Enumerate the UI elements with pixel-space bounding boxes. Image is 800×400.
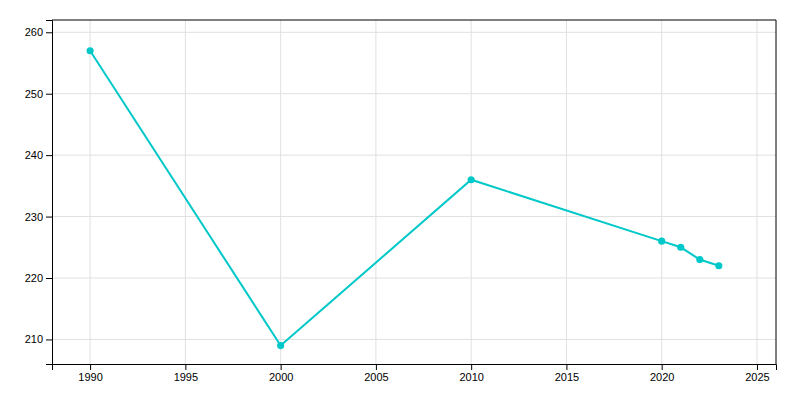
marker [696,256,703,263]
tick-mark [281,364,282,370]
tick-label: 1990 [78,371,102,383]
tick: 240 [25,149,52,161]
tick-mark [90,364,91,370]
marker [677,244,684,251]
tick-mark [46,94,52,95]
tick-label: 250 [25,88,43,100]
tick: 1995 [174,364,198,383]
grid-line [52,93,776,94]
tick-mark [566,364,567,370]
marker [277,342,284,349]
tick-mark [46,217,52,218]
tick-mark [662,364,663,370]
grid-line [185,20,186,364]
tick-mark [757,364,758,370]
tick-mark [46,339,52,340]
tick-label: 2015 [555,371,579,383]
x-axis: 1990 1995 2000 2005 2010 2015 2020 2025 [53,364,777,383]
tick-mark [46,155,52,156]
tick-label: 2005 [364,371,388,383]
grid-line [471,20,472,364]
grid-line [52,32,776,33]
tick-label: 2025 [745,371,769,383]
grid-line [90,20,91,364]
axis-line [53,365,777,371]
tick-mark [185,364,186,370]
tick-mark [46,32,52,33]
tick-label: 230 [25,211,43,223]
grid-line [566,20,567,364]
tick-label: 2010 [459,371,483,383]
chart: 1990 1995 2000 2005 2010 2015 2020 2025 210 220 23… [0,0,800,400]
grid-line [52,339,776,340]
y-axis: 210 220 230 240 250 260 [25,21,53,365]
grid-line [52,216,776,217]
tick-label: 260 [25,26,43,38]
tick: 2010 [459,364,483,383]
frame-line [52,20,776,21]
grid-line [756,20,757,364]
axis-line [46,21,53,365]
tick: 210 [25,333,52,345]
grid-line [280,20,281,364]
plot: 1990 1995 2000 2005 2010 2015 2020 2025 210 220 23… [25,20,777,383]
grid-line [52,278,776,279]
tick-mark [46,278,52,279]
marker [658,238,665,245]
tick-label: 210 [25,333,43,345]
marker [87,47,94,54]
tick: 1990 [78,364,102,383]
tick-label: 2020 [650,371,674,383]
marker [715,262,722,269]
frame-line [776,20,777,364]
tick-label: 220 [25,272,43,284]
tick: 220 [25,272,52,284]
tick: 260 [25,26,52,38]
series [87,47,723,349]
grid-line [52,155,776,156]
tick: 230 [25,211,52,223]
marker [468,176,475,183]
grid [52,20,776,364]
tick: 250 [25,88,52,100]
tick-mark [471,364,472,370]
tick: 2005 [364,364,388,383]
grid-line [375,20,376,364]
grid-line [661,20,662,364]
tick: 2000 [269,364,293,383]
tick-label: 1995 [174,371,198,383]
tick-label: 2000 [269,371,293,383]
tick-mark [376,364,377,370]
tick: 2020 [650,364,674,383]
line [90,51,719,346]
tick: 2025 [745,364,769,383]
tick: 2015 [555,364,579,383]
tick-label: 240 [25,149,43,161]
